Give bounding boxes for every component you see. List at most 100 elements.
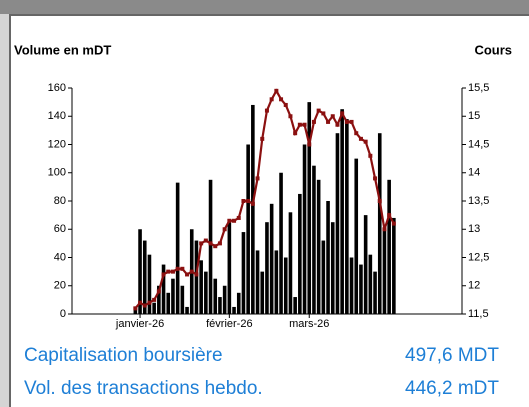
y-tick-label: 20 xyxy=(54,280,66,292)
price-marker xyxy=(335,122,340,127)
bar xyxy=(382,229,387,314)
x-tick-label: février-26 xyxy=(206,318,252,330)
bar xyxy=(279,172,283,314)
price-marker xyxy=(255,176,260,181)
price-marker xyxy=(138,300,143,305)
price-marker xyxy=(241,199,246,203)
price-marker xyxy=(264,108,269,113)
price-marker xyxy=(133,306,138,311)
y2-tick-label: 13,5 xyxy=(468,195,489,207)
bar xyxy=(302,144,307,314)
bar xyxy=(340,109,344,314)
price-marker xyxy=(222,227,227,232)
y2-tick-label: 15,5 xyxy=(468,82,489,94)
bar xyxy=(218,297,222,314)
bar xyxy=(227,222,232,314)
price-marker xyxy=(161,272,166,277)
bar xyxy=(133,306,138,314)
bar xyxy=(283,257,288,314)
price-marker xyxy=(189,269,194,274)
price-marker xyxy=(279,97,284,102)
y-tick-label: 160 xyxy=(48,82,66,94)
price-marker xyxy=(368,153,373,158)
price-marker xyxy=(217,241,222,246)
bar xyxy=(255,250,260,314)
bar xyxy=(204,271,208,314)
bar xyxy=(349,257,354,314)
price-marker xyxy=(382,227,387,232)
price-marker xyxy=(203,238,208,243)
bar xyxy=(265,222,269,314)
y-tick-label: 100 xyxy=(48,167,66,179)
bar xyxy=(185,306,189,314)
bar xyxy=(260,271,265,314)
price-marker xyxy=(232,218,237,223)
bar xyxy=(288,212,293,314)
price-marker xyxy=(311,119,316,124)
bar xyxy=(171,278,175,314)
bar xyxy=(246,144,250,314)
bar xyxy=(312,165,316,314)
bar xyxy=(147,254,152,314)
bar xyxy=(345,119,349,314)
price-marker xyxy=(260,136,265,141)
bar xyxy=(142,240,147,314)
stat-label: Vol. des transactions hebdo. xyxy=(24,378,263,399)
price-marker xyxy=(316,108,321,113)
price-marker xyxy=(354,131,359,136)
bar xyxy=(199,260,203,314)
price-marker xyxy=(344,119,349,124)
bar xyxy=(354,158,359,314)
bar xyxy=(251,104,255,314)
bar xyxy=(392,217,396,314)
bar xyxy=(368,254,373,314)
stat-value: 446,2 mDT xyxy=(405,378,499,399)
price-marker xyxy=(246,199,251,203)
y2-tick-label: 15 xyxy=(468,110,480,122)
price-marker xyxy=(166,269,171,274)
bar xyxy=(157,285,161,314)
price-marker xyxy=(170,269,175,274)
price-marker xyxy=(213,244,218,249)
price-marker xyxy=(330,114,335,119)
y-tick-label: 40 xyxy=(54,251,66,263)
bar xyxy=(293,297,297,314)
stat-value: 497,6 MDT xyxy=(405,345,499,366)
bar xyxy=(194,240,199,314)
bar xyxy=(208,179,213,314)
price-marker xyxy=(297,122,302,127)
panel xyxy=(9,14,529,407)
bar xyxy=(175,182,180,314)
bar xyxy=(373,271,377,314)
bar xyxy=(269,203,274,314)
price-marker xyxy=(302,122,307,127)
x-tick-label: janvier-26 xyxy=(115,318,164,330)
price-marker xyxy=(363,139,368,144)
price-marker xyxy=(156,289,161,294)
y2-tick-label: 13 xyxy=(468,223,480,235)
bar xyxy=(180,285,185,314)
bar xyxy=(274,250,279,314)
y2-axis-label: Cours xyxy=(474,42,512,57)
bar xyxy=(330,222,335,314)
bar xyxy=(161,264,166,314)
bar xyxy=(241,232,246,314)
side-strip xyxy=(0,14,9,407)
bar xyxy=(166,292,171,314)
price-marker xyxy=(326,119,331,124)
price-marker xyxy=(250,201,255,206)
price-marker xyxy=(175,266,180,271)
price-marker xyxy=(377,199,382,203)
y2-tick-label: 11,5 xyxy=(468,308,489,320)
y-tick-label: 140 xyxy=(48,110,66,122)
price-marker xyxy=(340,111,345,116)
stat-label: Capitalisation boursière xyxy=(24,345,223,366)
bar xyxy=(138,229,142,314)
bar xyxy=(377,133,382,314)
y2-tick-label: 12 xyxy=(468,280,480,292)
y-tick-label: 120 xyxy=(48,138,66,150)
price-marker xyxy=(147,300,152,305)
price-marker xyxy=(185,272,190,277)
price-marker xyxy=(358,136,363,141)
bar xyxy=(213,278,218,314)
